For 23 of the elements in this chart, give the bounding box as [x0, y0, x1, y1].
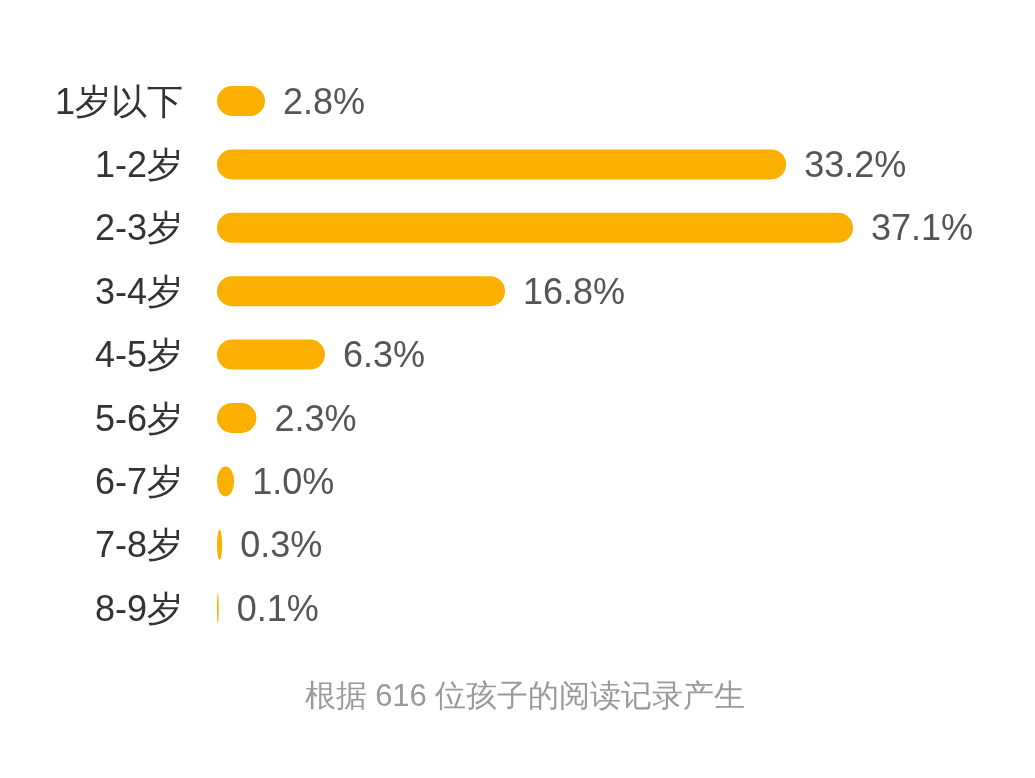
y-tick-label: 3-4岁 — [94, 270, 183, 312]
y-tick-label: 4-5岁 — [94, 334, 183, 376]
y-tick-label: 8-9岁 — [94, 587, 183, 629]
bar — [217, 276, 505, 307]
data-label: 2.3% — [274, 397, 357, 439]
data-label: 1.0% — [252, 460, 335, 502]
data-label: 2.8% — [283, 80, 366, 122]
bar — [217, 339, 325, 370]
text: 根据 616 位孩子的阅读记录产生 — [304, 677, 746, 713]
y-tick-label: 1岁以下 — [54, 80, 183, 122]
y-tick-label: 7-8岁 — [94, 524, 183, 566]
data-label: 37.1% — [871, 207, 974, 249]
data-label: 16.8% — [523, 270, 626, 312]
bar — [217, 149, 787, 180]
y-tick-label: 6-7岁 — [94, 460, 183, 502]
y-tick-label: 2-3岁 — [94, 207, 183, 249]
y-tick-label: 5-6岁 — [94, 397, 183, 439]
data-label: 0.1% — [236, 587, 319, 629]
data-label: 6.3% — [343, 334, 426, 376]
bar — [217, 212, 853, 243]
data-label: 33.2% — [804, 143, 907, 185]
data-label: 0.3% — [240, 524, 323, 566]
y-tick-label: 1-2岁 — [94, 143, 183, 185]
